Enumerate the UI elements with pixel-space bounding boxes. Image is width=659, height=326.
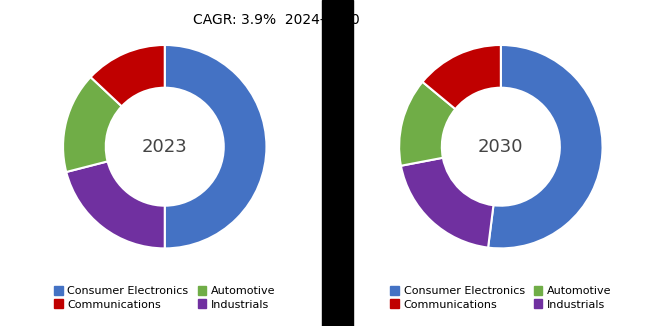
- Text: 2023: 2023: [142, 138, 188, 156]
- Wedge shape: [422, 45, 501, 109]
- Legend: Consumer Electronics, Communications, Automotive, Industrials: Consumer Electronics, Communications, Au…: [386, 282, 616, 314]
- Text: CAGR: 3.9%  2024-2030: CAGR: 3.9% 2024-2030: [193, 13, 360, 27]
- Legend: Consumer Electronics, Communications, Automotive, Industrials: Consumer Electronics, Communications, Au…: [49, 282, 280, 314]
- Wedge shape: [401, 158, 494, 248]
- Wedge shape: [67, 161, 165, 248]
- Wedge shape: [488, 45, 602, 248]
- Text: 2030: 2030: [478, 138, 524, 156]
- Wedge shape: [165, 45, 266, 248]
- Wedge shape: [63, 77, 122, 172]
- Wedge shape: [399, 82, 455, 166]
- Wedge shape: [90, 45, 165, 106]
